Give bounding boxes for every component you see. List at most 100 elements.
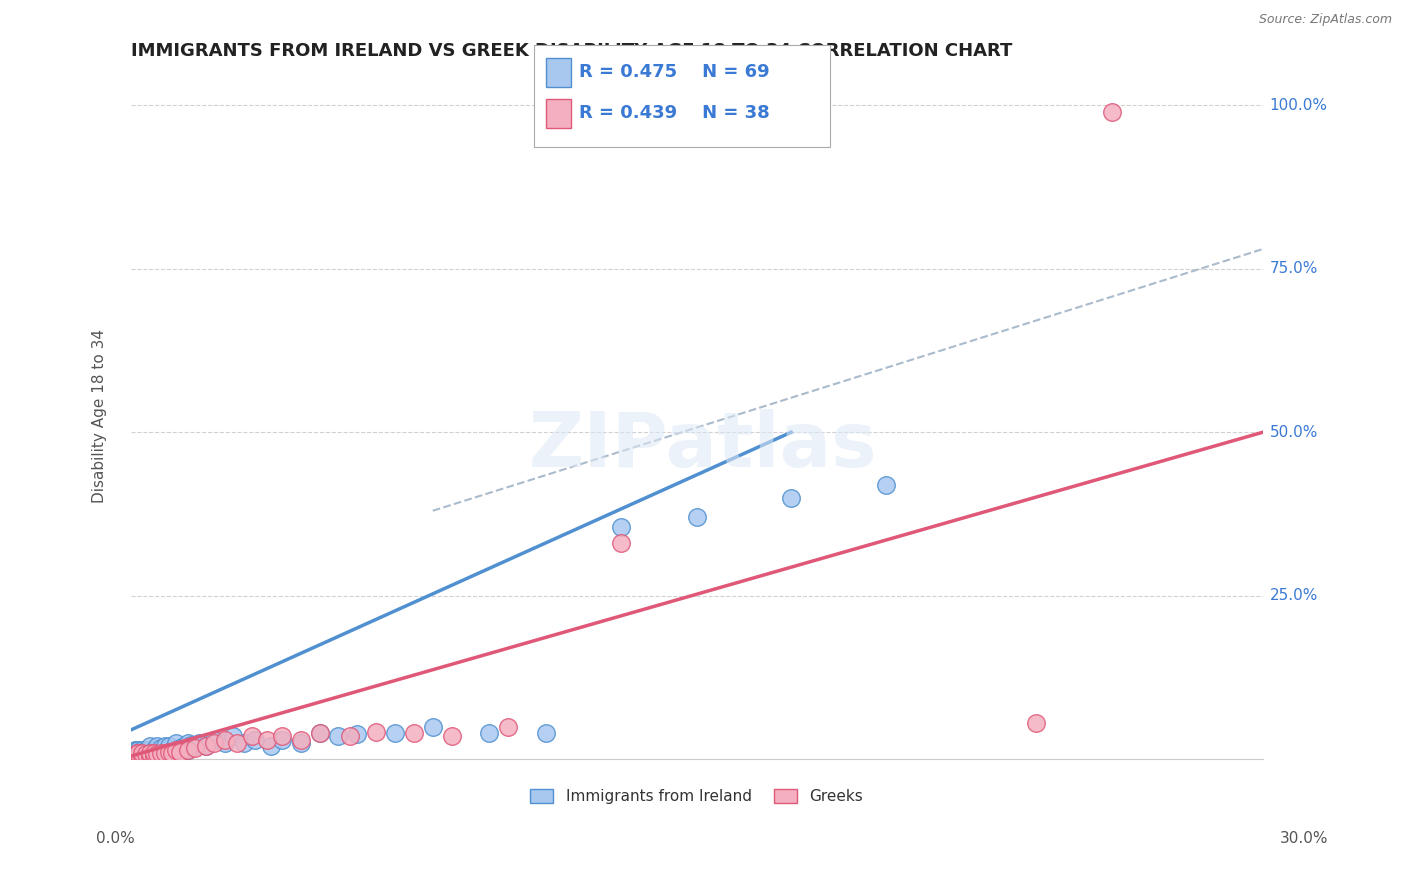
Point [402, 726, 425, 740]
Point [127, 746, 149, 760]
Point [686, 510, 709, 524]
Point [146, 739, 169, 754]
Point [127, 746, 149, 760]
Point [176, 736, 198, 750]
Point [165, 742, 187, 756]
Text: 30.0%: 30.0% [1281, 831, 1329, 846]
Point [1101, 104, 1123, 119]
Point [135, 747, 157, 761]
Point [270, 732, 292, 747]
Point [162, 746, 184, 760]
Point [153, 746, 176, 760]
Point [165, 742, 187, 756]
Point [131, 749, 153, 764]
Point [173, 739, 195, 754]
Point [150, 740, 173, 755]
Point [125, 742, 148, 756]
Point [240, 730, 263, 744]
Point [125, 746, 148, 760]
Text: 25.0%: 25.0% [1270, 589, 1317, 603]
Text: R = 0.439    N = 38: R = 0.439 N = 38 [579, 104, 770, 122]
Point [129, 747, 152, 761]
Point [346, 727, 368, 741]
Point [146, 747, 169, 761]
Point [259, 739, 281, 754]
Point [202, 732, 225, 747]
Point [290, 732, 312, 747]
Point [142, 746, 165, 760]
Point [150, 746, 173, 760]
Point [124, 746, 146, 760]
Point [131, 749, 153, 764]
Point [146, 746, 169, 760]
Point [610, 536, 633, 550]
Text: IMMIGRANTS FROM IRELAND VS GREEK DISABILITY AGE 18 TO 34 CORRELATION CHART: IMMIGRANTS FROM IRELAND VS GREEK DISABIL… [131, 42, 1012, 60]
Point [184, 740, 207, 755]
Point [610, 520, 633, 534]
Point [222, 730, 245, 744]
Point [131, 746, 153, 760]
Point [127, 747, 149, 761]
Point [162, 742, 184, 756]
Point [875, 477, 897, 491]
Point [122, 747, 145, 761]
Point [184, 739, 207, 754]
Point [214, 732, 236, 747]
Point [127, 749, 149, 764]
Point [290, 736, 312, 750]
Text: ZIPatlas: ZIPatlas [529, 409, 877, 483]
Point [308, 726, 330, 740]
Point [202, 736, 225, 750]
Point [124, 749, 146, 764]
Point [125, 746, 148, 760]
Point [440, 730, 463, 744]
Point [150, 746, 173, 760]
Point [169, 744, 191, 758]
Point [225, 736, 247, 750]
Point [127, 744, 149, 758]
Point [139, 749, 162, 764]
Point [195, 739, 218, 754]
Point [135, 747, 157, 761]
Point [129, 749, 152, 764]
Text: 100.0%: 100.0% [1270, 97, 1327, 112]
Point [157, 739, 180, 754]
Legend: Immigrants from Ireland, Greeks: Immigrants from Ireland, Greeks [524, 783, 869, 810]
Point [157, 744, 180, 758]
Point [1025, 716, 1047, 731]
Point [139, 746, 162, 760]
Point [780, 491, 803, 505]
Point [270, 730, 292, 744]
Point [142, 746, 165, 760]
Point [328, 730, 350, 744]
Point [153, 746, 176, 760]
Text: R = 0.475    N = 69: R = 0.475 N = 69 [579, 63, 770, 81]
Text: Source: ZipAtlas.com: Source: ZipAtlas.com [1258, 13, 1392, 27]
Point [176, 742, 198, 756]
Point [169, 740, 191, 755]
Point [127, 742, 149, 756]
Point [165, 736, 187, 750]
Point [121, 749, 143, 764]
Point [135, 749, 157, 764]
Point [124, 742, 146, 756]
Text: 75.0%: 75.0% [1270, 261, 1317, 277]
Point [366, 724, 388, 739]
Point [478, 726, 501, 740]
Point [339, 730, 361, 744]
Point [195, 739, 218, 754]
Point [153, 739, 176, 754]
Point [139, 746, 162, 760]
Point [256, 732, 278, 747]
Point [127, 749, 149, 764]
Point [128, 747, 150, 761]
Point [142, 749, 165, 764]
Point [180, 738, 202, 752]
Point [496, 720, 519, 734]
Point [121, 749, 143, 764]
Text: 50.0%: 50.0% [1270, 425, 1317, 440]
Point [124, 749, 146, 764]
Point [135, 746, 157, 760]
Text: 0.0%: 0.0% [96, 831, 135, 846]
Point [422, 720, 444, 734]
